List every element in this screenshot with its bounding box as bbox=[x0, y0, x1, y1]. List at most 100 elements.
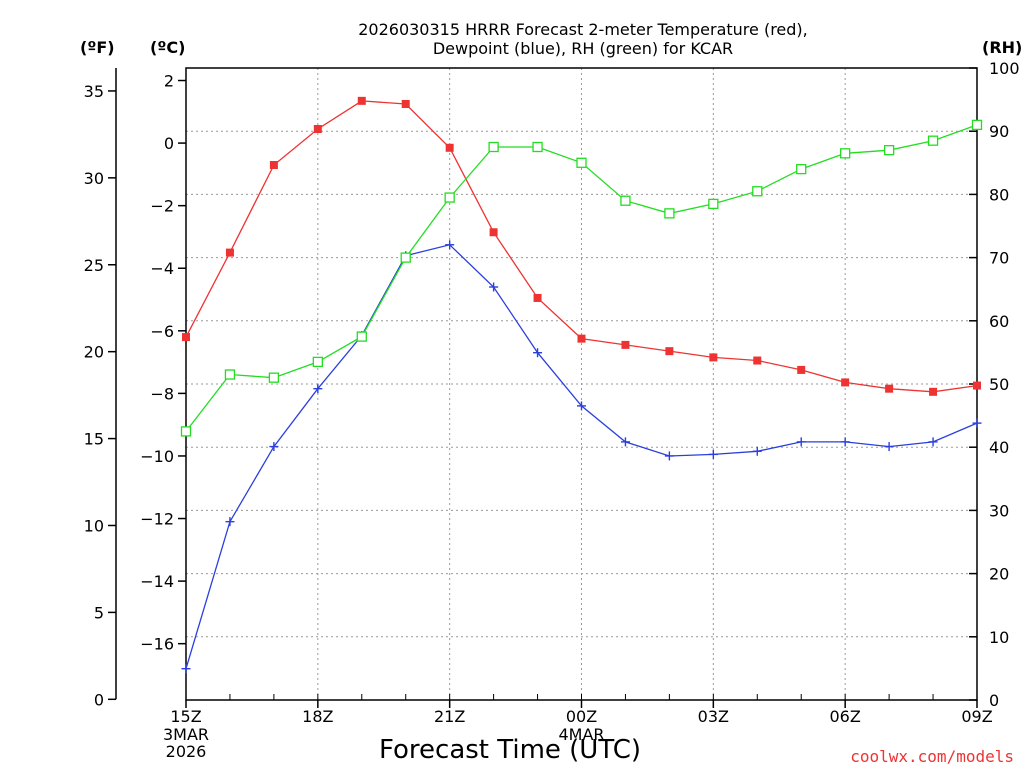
x-tick-sublabel: 3MAR bbox=[163, 725, 209, 744]
data-point bbox=[577, 334, 586, 343]
celsius-tick-label: −12 bbox=[140, 510, 174, 529]
data-point bbox=[269, 442, 279, 452]
celsius-tick-label: 0 bbox=[164, 134, 174, 153]
rh-tick-label: 60 bbox=[989, 312, 1009, 331]
data-point bbox=[180, 426, 192, 437]
data-point bbox=[928, 437, 938, 447]
chart-title-line1: 2026030315 HRRR Forecast 2-meter Tempera… bbox=[358, 20, 808, 39]
celsius-tick-label: −10 bbox=[140, 447, 174, 466]
rh-tick-label: 10 bbox=[989, 628, 1009, 647]
data-point bbox=[620, 437, 630, 447]
x-tick-label: 09Z bbox=[961, 707, 992, 726]
rh-tick-label: 100 bbox=[989, 59, 1020, 78]
rh-tick-label: 90 bbox=[989, 122, 1009, 141]
unit-label-fahrenheit: (ºF) bbox=[80, 38, 115, 57]
data-point bbox=[708, 198, 719, 210]
data-point bbox=[444, 192, 455, 203]
data-point bbox=[225, 248, 234, 257]
data-point bbox=[533, 293, 542, 302]
celsius-tick-label: −8 bbox=[150, 384, 174, 403]
data-point bbox=[929, 387, 938, 396]
celsius-tick-label: −6 bbox=[150, 322, 174, 341]
celsius-tick-label: −14 bbox=[140, 572, 174, 591]
data-point bbox=[400, 252, 411, 263]
data-point bbox=[445, 143, 454, 152]
data-point bbox=[357, 96, 366, 105]
rh-tick-label: 40 bbox=[989, 438, 1009, 457]
fahrenheit-tick-label: 0 bbox=[94, 690, 104, 709]
data-point bbox=[268, 372, 280, 383]
fahrenheit-tick-label: 25 bbox=[84, 256, 104, 275]
axes-layer bbox=[108, 67, 978, 708]
data-point bbox=[841, 378, 850, 387]
celsius-tick-label: −4 bbox=[150, 259, 174, 278]
data-point bbox=[796, 163, 807, 175]
data-point bbox=[665, 347, 674, 356]
data-point bbox=[752, 186, 763, 197]
data-point bbox=[488, 141, 499, 153]
data-point bbox=[489, 228, 498, 237]
data-point bbox=[885, 384, 894, 393]
data-point bbox=[664, 451, 674, 461]
fahrenheit-tick-label: 20 bbox=[84, 343, 104, 362]
data-point bbox=[709, 353, 718, 362]
data-point bbox=[883, 145, 895, 156]
data-point bbox=[973, 381, 981, 390]
x-tick-label: 03Z bbox=[698, 707, 729, 726]
fahrenheit-tick-label: 35 bbox=[84, 82, 104, 101]
data-point bbox=[752, 446, 762, 456]
data-point bbox=[182, 333, 190, 342]
rh-tick-label: 80 bbox=[989, 185, 1009, 204]
data-point bbox=[445, 240, 455, 250]
data-point bbox=[972, 418, 982, 428]
data-point bbox=[927, 135, 939, 146]
data-point bbox=[620, 195, 631, 206]
celsius-tick-label: −16 bbox=[140, 635, 174, 654]
rh-tick-label: 30 bbox=[989, 501, 1009, 520]
data-point bbox=[576, 157, 587, 168]
data-point bbox=[971, 119, 983, 131]
rh-tick-label: 50 bbox=[989, 375, 1009, 394]
data-point bbox=[313, 384, 323, 394]
data-point bbox=[621, 340, 630, 349]
x-tick-sublabel: 4MAR bbox=[558, 725, 604, 744]
chart-title-line2: Dewpoint (blue), RH (green) for KCAR bbox=[433, 39, 733, 58]
unit-label-rh: (RH) bbox=[982, 38, 1022, 57]
data-point bbox=[401, 99, 410, 108]
x-tick-label: 15Z bbox=[170, 707, 201, 726]
x-tick-label: 06Z bbox=[830, 707, 861, 726]
fahrenheit-tick-label: 30 bbox=[84, 169, 104, 188]
data-point bbox=[312, 356, 323, 368]
data-point bbox=[224, 369, 236, 380]
rh-tick-label: 70 bbox=[989, 249, 1009, 268]
rh-tick-label: 0 bbox=[989, 691, 999, 710]
data-point bbox=[577, 401, 586, 411]
data-point bbox=[753, 356, 762, 365]
unit-label-celsius: (ºC) bbox=[150, 38, 185, 57]
x-tick-label: 00Z bbox=[566, 707, 597, 726]
data-point bbox=[225, 517, 235, 527]
series-layer bbox=[180, 96, 983, 674]
rh-tick-label: 20 bbox=[989, 565, 1009, 584]
data-point bbox=[664, 208, 675, 219]
data-point bbox=[181, 664, 191, 674]
data-point bbox=[532, 141, 543, 153]
celsius-tick-label: −2 bbox=[150, 197, 174, 216]
data-point bbox=[269, 160, 278, 169]
data-point bbox=[796, 437, 806, 447]
data-point bbox=[708, 449, 718, 459]
celsius-tick-label: 2 bbox=[164, 72, 174, 91]
series-temperature bbox=[182, 96, 981, 396]
fahrenheit-tick-label: 15 bbox=[84, 430, 104, 449]
x-tick-label: 21Z bbox=[434, 707, 465, 726]
text-layer: 2026030315 HRRR Forecast 2-meter Tempera… bbox=[80, 20, 1022, 766]
data-point bbox=[840, 437, 850, 447]
data-point bbox=[313, 125, 322, 134]
data-point bbox=[533, 348, 543, 358]
x-axis-label: Forecast Time (UTC) bbox=[379, 735, 641, 765]
data-point bbox=[840, 148, 851, 159]
credit-label: coolwx.com/models bbox=[850, 747, 1014, 766]
x-tick-label: 18Z bbox=[302, 707, 333, 726]
fahrenheit-tick-label: 5 bbox=[94, 603, 104, 622]
